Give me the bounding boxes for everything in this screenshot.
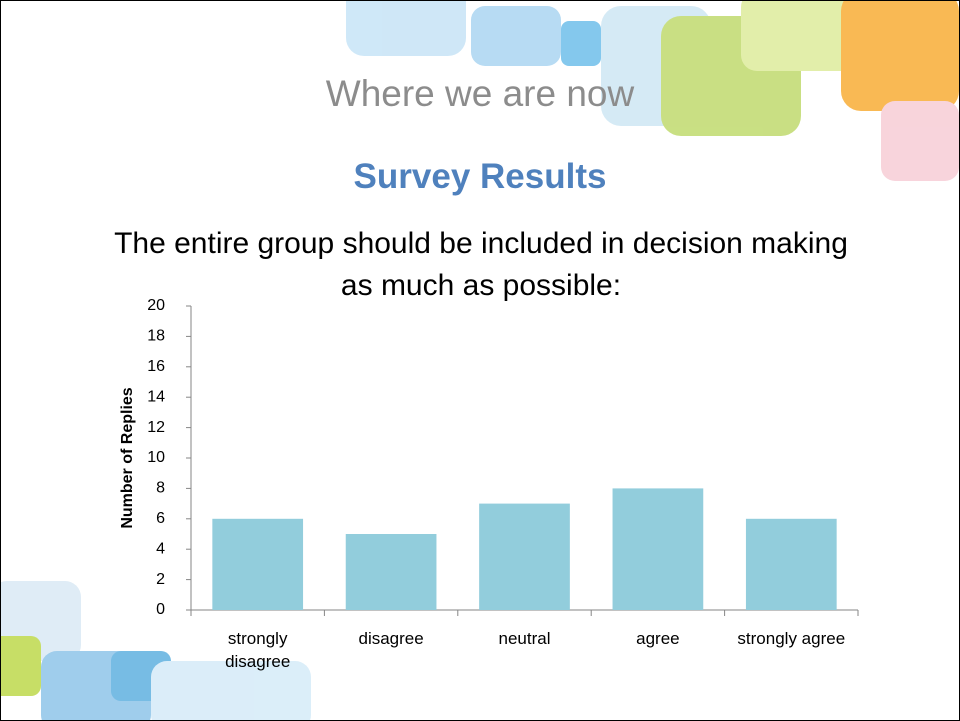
y-tick-label: 10 (147, 449, 165, 466)
y-tick-label: 8 (156, 480, 165, 497)
y-tick-label: 12 (147, 419, 165, 436)
heading: Where we are now (1, 73, 959, 115)
bar (346, 534, 437, 610)
x-tick-label: neutral (470, 627, 580, 650)
y-axis-label: Number of Replies (119, 387, 136, 528)
y-tick-label: 4 (156, 540, 165, 557)
x-tick-label: strongly disagree (203, 627, 313, 673)
bar (746, 519, 837, 610)
subheading: Survey Results (1, 157, 959, 197)
x-tick-label: strongly agree (736, 627, 846, 650)
slide: Number of Replies 02468101214161820 Wher… (0, 0, 960, 721)
bar (212, 519, 303, 610)
x-tick-label: disagree (336, 627, 446, 650)
y-tick-label: 2 (156, 571, 165, 588)
x-tick-label: agree (603, 627, 713, 650)
bar (479, 504, 570, 610)
y-tick-label: 18 (147, 328, 165, 345)
chart-title: The entire group should be included in d… (111, 223, 851, 307)
y-tick-label: 0 (156, 601, 165, 618)
y-tick-label: 6 (156, 510, 165, 527)
y-tick-label: 14 (147, 388, 165, 405)
y-tick-label: 16 (147, 358, 165, 375)
bar (613, 488, 704, 610)
